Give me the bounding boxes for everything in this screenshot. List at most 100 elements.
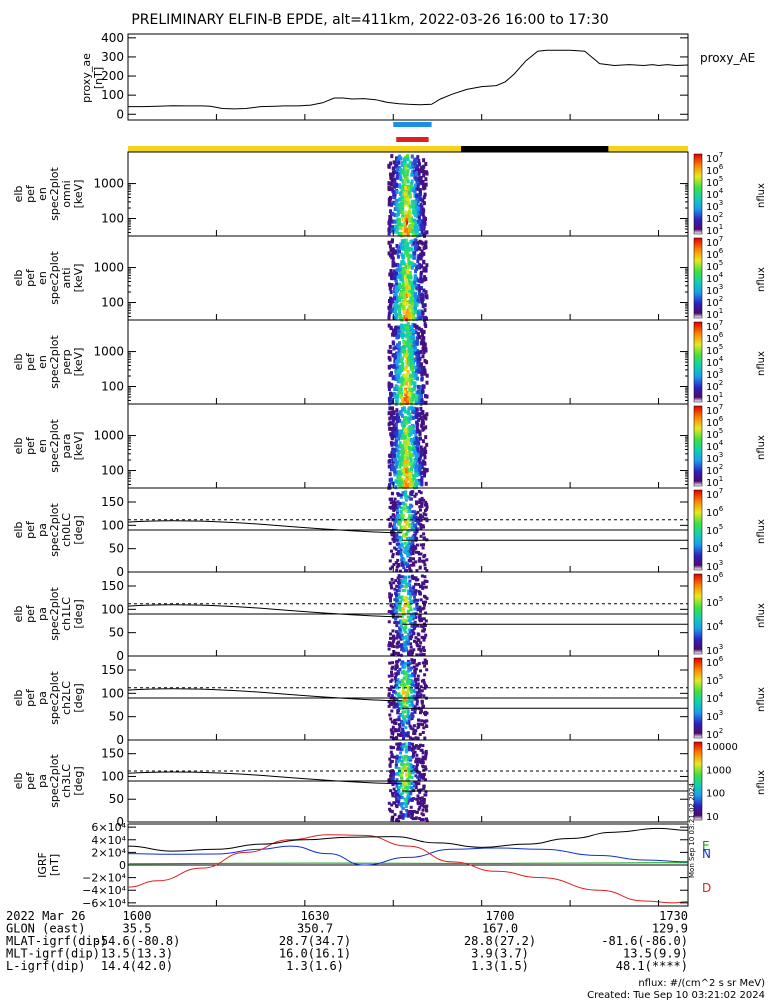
- spec-pixel: [411, 370, 415, 375]
- spec-pixel: [424, 778, 427, 782]
- spec-pixel: [395, 697, 399, 701]
- spec-pixel: [400, 480, 404, 485]
- spec-pixel: [412, 585, 416, 589]
- spec-pixel: [422, 694, 426, 698]
- igrf-line-N: [127, 845, 689, 866]
- spec-pixel: [403, 174, 407, 179]
- colorbar-tick-label: 106: [706, 655, 724, 669]
- spec-pixel: [414, 582, 417, 586]
- spec-pixel: [389, 501, 393, 505]
- spec-pixel: [415, 530, 419, 533]
- spec-pixel: [387, 411, 391, 416]
- spec-pixel: [390, 771, 393, 775]
- spec-pixel: [415, 277, 419, 282]
- spec-pixel: [414, 783, 418, 787]
- spec-pixel: [425, 468, 429, 473]
- spec-pixel: [412, 689, 415, 693]
- spec-pixel: [414, 744, 418, 748]
- spec-pixel: [422, 726, 426, 730]
- spec-pixel: [401, 646, 405, 650]
- spec-pixel: [420, 475, 424, 480]
- spec-pixel: [417, 551, 420, 554]
- spec-pixel: [395, 268, 399, 273]
- spec-pixel: [420, 559, 424, 563]
- spec-pixel: [418, 396, 422, 401]
- spec-pixel: [403, 397, 407, 402]
- spec-pixel: [418, 367, 421, 372]
- spec-pixel: [414, 760, 418, 764]
- spec-pixel: [413, 780, 416, 784]
- spec-pixel: [425, 442, 429, 447]
- spec-pixel: [406, 400, 409, 405]
- spec-pixel: [404, 642, 408, 646]
- colorbar-tick-exp: 5: [719, 343, 723, 351]
- spec-pixel: [418, 287, 422, 292]
- spec-pixel: [389, 789, 393, 793]
- spec-pixel: [423, 673, 427, 677]
- spec-pixel: [391, 537, 395, 541]
- spec-ylabel: elb pef pa spec2plot ch3LC [deg]: [12, 754, 85, 808]
- spec-pixel: [400, 245, 404, 250]
- spec-pixel: [392, 540, 396, 544]
- spec-pixel: [394, 279, 398, 284]
- spec-pixel: [409, 462, 413, 467]
- spec-pixel: [393, 332, 397, 337]
- spec-pixel: [401, 226, 405, 231]
- spec-pixel: [419, 491, 423, 495]
- spec-pixel: [402, 669, 406, 673]
- spec-pixel: [409, 792, 413, 796]
- spec-pixel: [398, 538, 402, 542]
- spec-pixel: [404, 490, 408, 494]
- colorbar-tick-label: 10: [706, 812, 719, 823]
- spec-pixel: [419, 801, 423, 805]
- spec-pixel: [404, 213, 408, 218]
- spec-pixel: [411, 764, 415, 768]
- spec-pixel: [405, 328, 409, 333]
- spec-pixel: [397, 585, 401, 589]
- spec-pixel: [422, 158, 426, 163]
- spec-pixel: [415, 699, 419, 703]
- spec-pixel: [422, 251, 426, 256]
- spec-pixel: [402, 162, 406, 167]
- spec-pixel: [415, 640, 419, 644]
- spec-pixel: [405, 238, 409, 243]
- spec-pixel: [399, 526, 403, 530]
- spec-pixel: [414, 221, 418, 226]
- spec-pixel: [418, 467, 422, 472]
- spec-pixel: [400, 435, 404, 440]
- spec-pixel: [398, 770, 402, 774]
- spec-pixel: [391, 794, 395, 798]
- spec-pixel: [401, 240, 404, 245]
- spec-pixel: [413, 595, 416, 599]
- spec-pixel: [404, 585, 408, 589]
- spec-pixel: [410, 482, 414, 487]
- spec-pixel: [424, 513, 428, 517]
- spec-pixel: [408, 399, 412, 404]
- spec-pixel: [391, 225, 394, 230]
- spec-pixel: [401, 445, 405, 450]
- spec-pixel: [410, 782, 414, 785]
- spec-pixel: [412, 312, 415, 317]
- spec-pixel: [391, 552, 395, 556]
- spec-pixel: [409, 339, 413, 344]
- spec-pixel: [417, 788, 421, 792]
- spec-pixel: [419, 223, 423, 228]
- spec-pixel: [414, 346, 418, 351]
- spec-pixel: [417, 429, 421, 434]
- spec-pixel: [414, 817, 418, 821]
- spec-pixel: [407, 742, 411, 746]
- spec-pixel: [390, 480, 393, 485]
- spec-pixel: [417, 369, 421, 374]
- spec-pixel: [392, 192, 396, 197]
- spec-pixel: [392, 755, 396, 759]
- spec-pixel: [405, 715, 409, 719]
- spec-pixel: [387, 323, 391, 328]
- spec-pixel: [416, 259, 420, 264]
- spec-pixel: [422, 350, 426, 355]
- colorbar-tick-exp: 4: [719, 355, 724, 363]
- spec-pixel: [409, 726, 413, 730]
- colorbar-tick-exp: 4: [719, 619, 724, 627]
- spec-pixel: [405, 293, 409, 298]
- proxy-ae-frame: [127, 33, 689, 121]
- spec-pixel: [406, 685, 410, 689]
